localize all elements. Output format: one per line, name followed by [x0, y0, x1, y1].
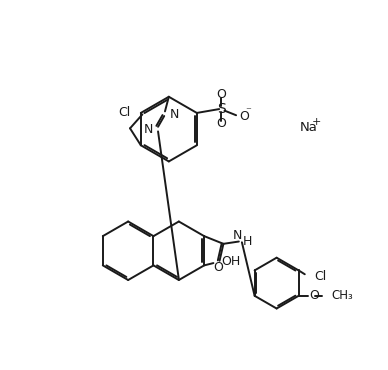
- Text: S: S: [217, 102, 226, 116]
- Text: Cl: Cl: [118, 107, 130, 120]
- Text: +: +: [312, 117, 321, 127]
- Text: O: O: [217, 88, 227, 101]
- Text: N: N: [232, 229, 242, 242]
- Text: CH₃: CH₃: [331, 289, 353, 302]
- Text: OH: OH: [221, 255, 240, 268]
- Text: O: O: [309, 289, 319, 302]
- Text: Na: Na: [300, 121, 318, 134]
- Text: N: N: [170, 108, 179, 121]
- Text: H: H: [242, 235, 252, 248]
- Text: O: O: [217, 117, 227, 130]
- Text: O: O: [213, 261, 223, 274]
- Text: N: N: [143, 123, 152, 137]
- Text: ⁻: ⁻: [245, 107, 251, 117]
- Text: Cl: Cl: [314, 270, 326, 283]
- Text: O: O: [239, 110, 249, 123]
